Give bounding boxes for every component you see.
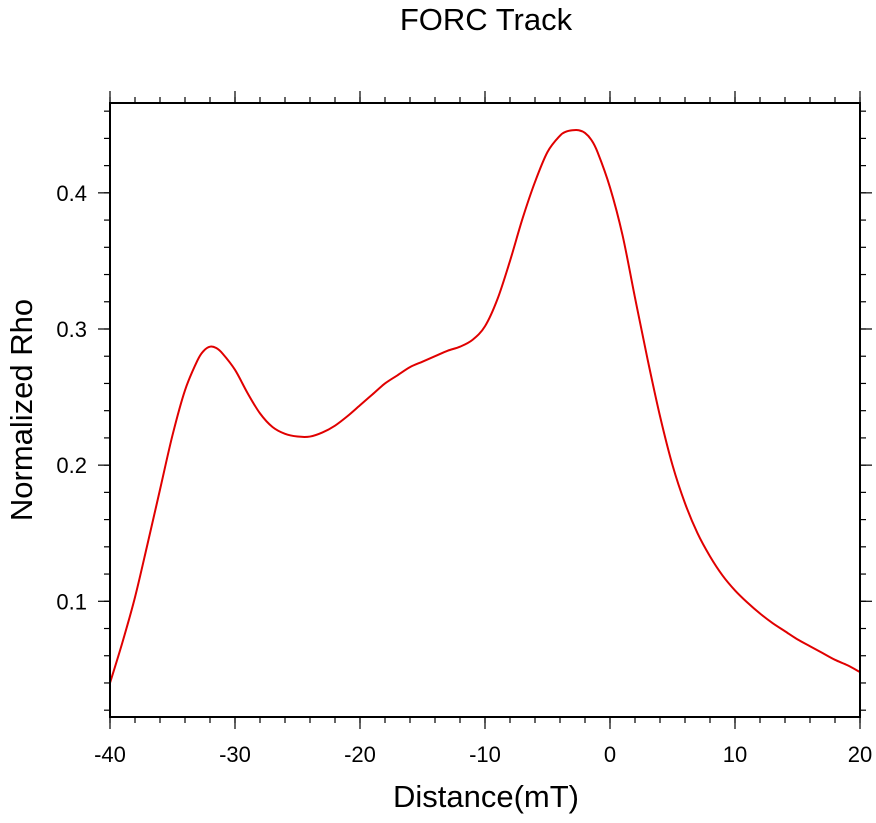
x-tick-label: 0 [604,742,616,767]
y-tick-label: 0.4 [56,181,87,206]
x-tick-label: -40 [94,742,126,767]
axis-ticks [98,91,872,729]
series-line [109,128,861,684]
plot-frame [109,102,861,718]
y-tick-label: 0.1 [56,589,87,614]
x-tick-label: -20 [344,742,376,767]
y-axis-label: Normalized Rho [4,299,39,521]
x-tick-label: 10 [723,742,747,767]
y-tick-label: 0.3 [56,317,87,342]
chart-title: FORC Track [400,2,573,37]
tick-labels: -40 -30 -20 -10 0 10 20 0.1 0.2 0.3 0.4 [56,181,872,767]
x-tick-label: -10 [469,742,501,767]
x-tick-label: -30 [219,742,251,767]
x-axis-label: Distance(mT) [393,779,579,814]
y-tick-label: 0.2 [56,453,87,478]
x-tick-label: 20 [848,742,872,767]
